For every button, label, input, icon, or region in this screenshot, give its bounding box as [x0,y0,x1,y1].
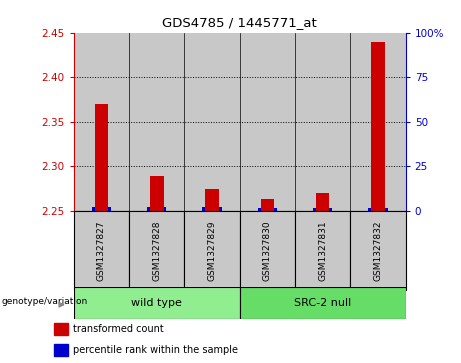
Bar [54,323,68,335]
Bar [129,33,184,211]
Bar [350,33,406,211]
Bar [295,33,350,211]
Bar [260,199,274,211]
Bar [240,33,295,211]
Bar [371,41,385,211]
Bar [95,104,108,211]
Text: wild type: wild type [131,298,182,308]
Bar [150,176,164,211]
Bar [350,211,406,290]
Text: GSM1327827: GSM1327827 [97,220,106,281]
Title: GDS4785 / 1445771_at: GDS4785 / 1445771_at [162,16,317,29]
Text: genotype/variation: genotype/variation [1,297,88,306]
Bar [368,208,388,211]
Bar [240,211,295,290]
Bar [147,207,166,211]
Bar [54,344,68,356]
Bar [316,193,330,211]
Text: GSM1327830: GSM1327830 [263,220,272,281]
Bar [313,208,332,211]
Bar [295,211,350,290]
Bar [184,211,240,290]
Bar [202,207,222,211]
Text: GSM1327829: GSM1327829 [207,220,217,281]
Bar [74,287,240,319]
Text: percentile rank within the sample: percentile rank within the sample [73,345,238,355]
Bar [74,211,129,290]
Bar [240,287,406,319]
Text: SRC-2 null: SRC-2 null [294,298,351,308]
Bar [92,207,111,211]
Bar [205,189,219,211]
Bar [74,33,129,211]
Text: GSM1327831: GSM1327831 [318,220,327,281]
Text: GSM1327828: GSM1327828 [152,220,161,281]
Text: GSM1327832: GSM1327832 [373,220,383,281]
Bar [258,208,277,211]
Text: transformed count: transformed count [73,324,164,334]
Bar [129,211,184,290]
Bar [184,33,240,211]
